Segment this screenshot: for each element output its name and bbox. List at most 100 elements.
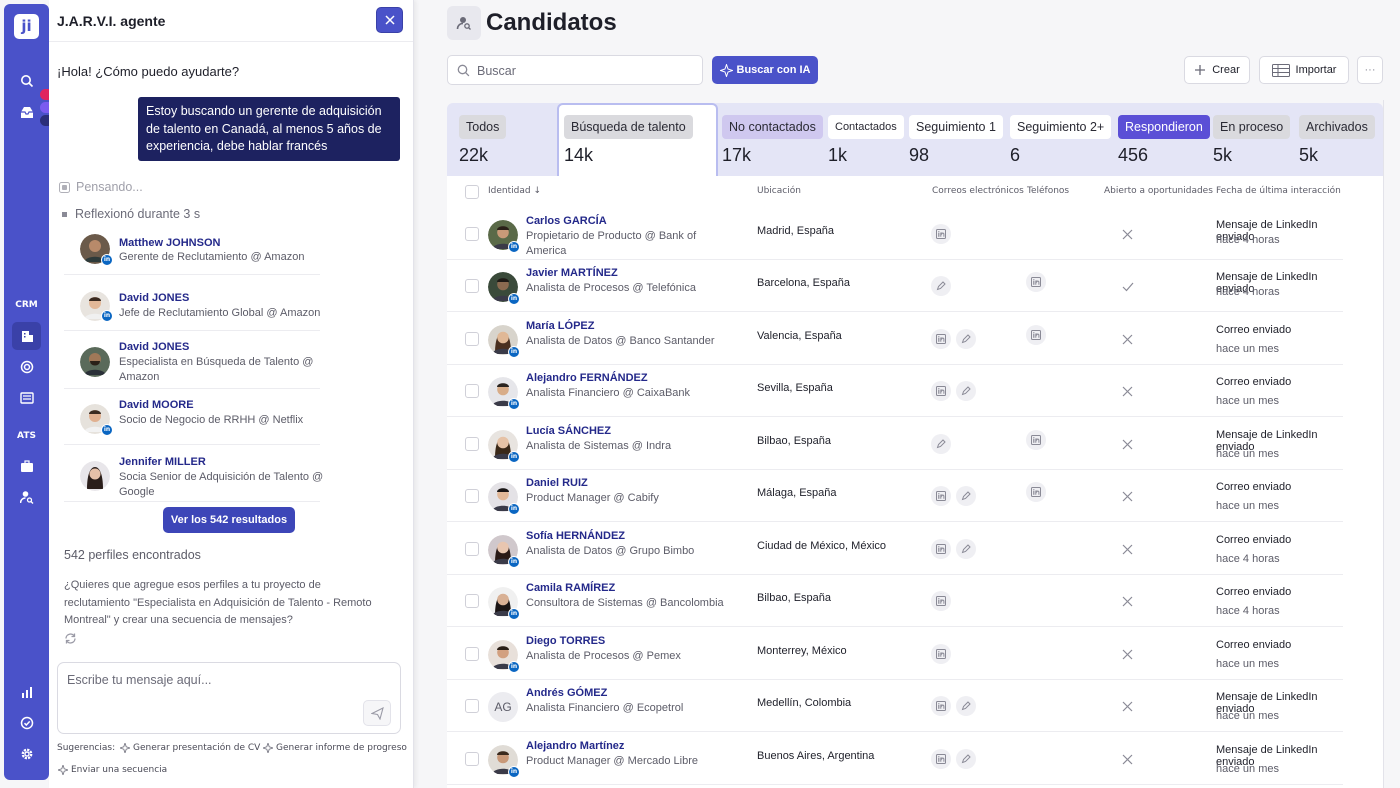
column-header-telefonos[interactable]: Teléfonos: [1027, 186, 1070, 196]
pencil-icon[interactable]: [956, 381, 976, 401]
linkedin-icon[interactable]: [931, 381, 951, 401]
profile-name[interactable]: Jennifer MILLER: [119, 456, 206, 468]
chart-icon[interactable]: [4, 679, 49, 705]
tab-seguimiento-2[interactable]: Seguimiento 2+ 6: [1010, 103, 1114, 176]
close-button[interactable]: [376, 7, 403, 33]
candidate-name[interactable]: María LÓPEZ: [526, 320, 595, 332]
tab-seguimiento-1[interactable]: Seguimiento 1 98: [909, 103, 1004, 176]
table-row[interactable]: in Carlos GARCÍA Propietario de Producto…: [447, 208, 1343, 260]
column-header-ubicacion[interactable]: Ubicación: [757, 186, 801, 196]
search-input[interactable]: Buscar: [447, 55, 703, 85]
profile-result[interactable]: Jennifer MILLER Socia Senior de Adquisic…: [64, 446, 323, 502]
tab-todos[interactable]: Todos 22k: [459, 103, 549, 176]
linkedin-icon[interactable]: [1026, 482, 1046, 502]
profile-name[interactable]: David MOORE: [119, 399, 194, 411]
row-checkbox[interactable]: [465, 594, 479, 608]
briefcase-icon[interactable]: [4, 453, 49, 479]
row-checkbox[interactable]: [465, 332, 479, 346]
candidate-name[interactable]: Camila RAMÍREZ: [526, 582, 616, 594]
user-search-icon[interactable]: [4, 484, 49, 510]
list-icon[interactable]: [4, 385, 49, 411]
table-row[interactable]: in Lucía SÁNCHEZ Analista de Sistemas @ …: [447, 418, 1343, 470]
column-header-abierto[interactable]: Abierto a oportunidades: [1104, 186, 1213, 196]
refresh-icon[interactable]: [64, 632, 77, 648]
row-checkbox[interactable]: [465, 752, 479, 766]
tab-respondieron[interactable]: Respondieron 456: [1118, 103, 1210, 176]
row-checkbox[interactable]: [465, 279, 479, 293]
pencil-icon[interactable]: [931, 276, 951, 296]
linkedin-icon[interactable]: [931, 486, 951, 506]
gear-icon[interactable]: [4, 741, 49, 767]
table-row[interactable]: in Daniel RUIZ Product Manager @ Cabify …: [447, 470, 1343, 522]
table-row[interactable]: in Diego TORRES Analista de Procesos @ P…: [447, 628, 1343, 680]
column-header-ultima-interaccion[interactable]: Fecha de última interacción: [1216, 186, 1341, 196]
linkedin-icon[interactable]: [931, 696, 951, 716]
profile-result[interactable]: in Matthew JOHNSON Gerente de Reclutamie…: [64, 228, 320, 275]
candidate-name[interactable]: Diego TORRES: [526, 635, 606, 647]
column-header-correos[interactable]: Correos electrónicos: [932, 186, 1024, 196]
linkedin-icon[interactable]: [931, 224, 951, 244]
linkedin-icon[interactable]: [1026, 325, 1046, 345]
candidate-name[interactable]: Sofía HERNÁNDEZ: [526, 530, 626, 542]
row-checkbox[interactable]: [465, 437, 479, 451]
candidate-name[interactable]: Alejandro Martínez: [526, 740, 625, 752]
pencil-icon[interactable]: [956, 486, 976, 506]
table-row[interactable]: in Alejandro FERNÁNDEZ Analista Financie…: [447, 365, 1343, 417]
linkedin-icon[interactable]: [931, 749, 951, 769]
profile-name[interactable]: David JONES: [119, 341, 190, 353]
table-row[interactable]: in Alejandro Martínez Product Manager @ …: [447, 733, 1343, 785]
pencil-icon[interactable]: [956, 749, 976, 769]
profile-name[interactable]: David JONES: [119, 292, 190, 304]
row-checkbox[interactable]: [465, 489, 479, 503]
message-input[interactable]: Escribe tu mensaje aquí...: [57, 662, 401, 734]
candidate-name[interactable]: Javier MARTÍNEZ: [526, 267, 618, 279]
profile-result[interactable]: in David JONES Jefe de Reclutamiento Glo…: [64, 284, 320, 331]
tab-archivados[interactable]: Archivados 5k: [1299, 103, 1379, 176]
inbox-icon[interactable]: [4, 99, 49, 125]
tab-contactados[interactable]: Contactados 1k: [828, 103, 908, 176]
suggestion-chip[interactable]: Generar presentación de CV: [120, 743, 260, 753]
linkedin-icon[interactable]: [931, 329, 951, 349]
settings-check-icon[interactable]: [4, 710, 49, 736]
pencil-icon[interactable]: [956, 539, 976, 559]
crm-building-icon[interactable]: [12, 322, 41, 350]
candidate-name[interactable]: Andrés GÓMEZ: [526, 687, 608, 699]
pencil-icon[interactable]: [956, 329, 976, 349]
table-row[interactable]: in Camila RAMÍREZ Consultora de Sistemas…: [447, 575, 1343, 627]
pencil-icon[interactable]: [956, 696, 976, 716]
view-all-results-button[interactable]: Ver los 542 resultados: [163, 507, 295, 533]
table-row[interactable]: in María LÓPEZ Analista de Datos @ Banco…: [447, 313, 1343, 365]
more-options-button[interactable]: ···: [1357, 56, 1383, 84]
profile-name[interactable]: Matthew JOHNSON: [119, 237, 221, 249]
create-button[interactable]: Crear: [1184, 56, 1250, 84]
linkedin-icon[interactable]: [1026, 272, 1046, 292]
reflection-status[interactable]: Reflexionó durante 3 s: [62, 207, 200, 221]
send-button[interactable]: [363, 700, 391, 726]
row-checkbox[interactable]: [465, 384, 479, 398]
import-button[interactable]: Importar: [1259, 56, 1349, 84]
table-row[interactable]: in Javier MARTÍNEZ Analista de Procesos …: [447, 260, 1343, 312]
app-logo[interactable]: ji: [14, 14, 39, 39]
target-icon[interactable]: [4, 354, 49, 380]
ai-search-button[interactable]: Buscar con IA: [712, 56, 818, 84]
row-checkbox[interactable]: [465, 542, 479, 556]
linkedin-icon[interactable]: [1026, 430, 1046, 450]
candidate-name[interactable]: Lucía SÁNCHEZ: [526, 425, 611, 437]
suggestion-chip[interactable]: Generar informe de progreso: [263, 743, 407, 753]
suggestion-chip[interactable]: Enviar una secuencia: [58, 765, 167, 775]
candidate-name[interactable]: Carlos GARCÍA: [526, 215, 607, 227]
linkedin-icon[interactable]: [931, 539, 951, 559]
pencil-icon[interactable]: [931, 434, 951, 454]
search-icon[interactable]: [4, 68, 49, 94]
row-checkbox[interactable]: [465, 647, 479, 661]
table-row[interactable]: in Sofía HERNÁNDEZ Analista de Datos @ G…: [447, 523, 1343, 575]
tab-en-proceso[interactable]: En proceso 5k: [1213, 103, 1293, 176]
row-checkbox[interactable]: [465, 227, 479, 241]
row-checkbox[interactable]: [465, 699, 479, 713]
candidate-name[interactable]: Alejandro FERNÁNDEZ: [526, 372, 648, 384]
linkedin-icon[interactable]: [931, 591, 951, 611]
profile-result[interactable]: David JONES Especialista en Búsqueda de …: [64, 333, 320, 389]
candidate-name[interactable]: Daniel RUIZ: [526, 477, 588, 489]
column-header-identidad[interactable]: Identidad ↓: [488, 186, 541, 196]
table-row[interactable]: AG Andrés GÓMEZ Analista Financiero @ Ec…: [447, 680, 1343, 732]
